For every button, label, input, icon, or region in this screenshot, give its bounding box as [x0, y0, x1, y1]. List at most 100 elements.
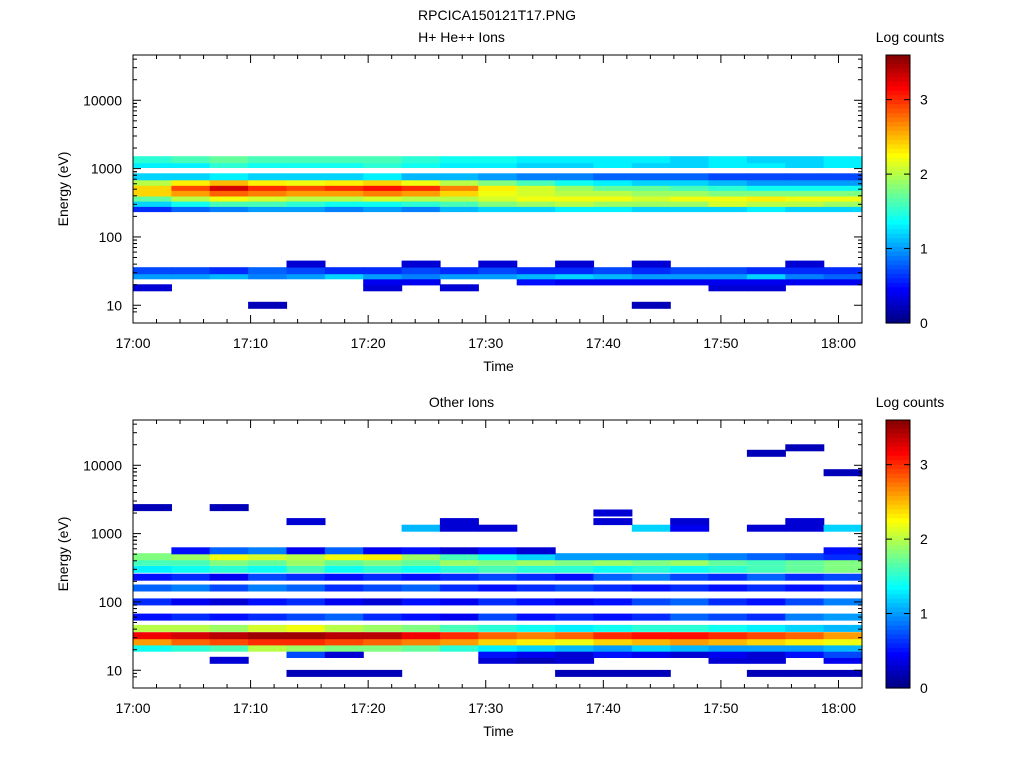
heat-cell [593, 272, 633, 280]
heat-cell [248, 638, 288, 646]
heat-cell [670, 651, 710, 658]
heat-cell [555, 278, 595, 286]
y-tick-label: 10 [106, 297, 122, 313]
heat-cell [823, 189, 863, 197]
heat-cell [133, 173, 172, 181]
heat-cell [478, 156, 518, 164]
heat-cell [133, 613, 172, 621]
heat-cell [785, 205, 825, 213]
y-tick-label: 10000 [83, 92, 122, 108]
x-tick-label: 17:00 [115, 335, 150, 351]
colorbar-segment [886, 300, 910, 306]
heat-cell [631, 644, 671, 652]
colorbar-segment [886, 562, 910, 568]
heat-cell [555, 194, 595, 202]
heat-cell [401, 638, 441, 646]
heat-cell [209, 553, 249, 561]
heat-cell [248, 547, 288, 555]
heat-cell [286, 613, 326, 621]
heat-cell [209, 199, 249, 207]
heat-cell [209, 205, 249, 213]
x-tick-label: 18:00 [821, 700, 856, 716]
heat-cell [401, 161, 441, 168]
heat-cell [555, 156, 595, 164]
heat-cell [631, 199, 671, 207]
heat-cell [823, 632, 863, 640]
heat-cell [133, 205, 172, 213]
heat-cell [401, 199, 441, 207]
heat-cell [286, 205, 326, 213]
heat-cell [670, 161, 710, 168]
colorbar-segment [886, 518, 910, 524]
colorbar-segment [886, 144, 910, 150]
heat-cell [248, 565, 288, 573]
heat-cell [593, 278, 633, 286]
heat-cell [746, 565, 786, 573]
heat-cell [631, 573, 671, 581]
colorbar-segment [886, 130, 910, 136]
heat-cell [670, 272, 710, 280]
heat-cell [555, 632, 595, 640]
heat-cell [363, 278, 403, 286]
heat-cell [516, 651, 556, 658]
heat-cell [324, 199, 364, 207]
heat-cell [631, 613, 671, 621]
colorbar-tick-label: 3 [920, 457, 928, 473]
x-axis-label: Time [483, 723, 514, 739]
heat-cell [248, 598, 288, 606]
colorbar-segment [886, 482, 910, 488]
heat-cell [401, 156, 441, 164]
heat-cell [363, 161, 403, 168]
heat-cell [708, 644, 748, 652]
colorbar-segment [886, 491, 910, 497]
heat-cell [478, 194, 518, 202]
heat-cell [439, 573, 479, 581]
colorbar-segment [886, 661, 910, 667]
heat-cell [363, 669, 403, 677]
heat-cell [670, 558, 710, 566]
x-tick-label: 17:30 [468, 700, 503, 716]
heat-cell [209, 156, 249, 164]
heat-cell [708, 553, 748, 561]
heat-cell [209, 547, 249, 555]
heat-cell [363, 613, 403, 621]
colorbar-segment [886, 679, 910, 685]
heat-cell [439, 205, 479, 213]
heat-cell [516, 573, 556, 581]
heat-cell [209, 267, 249, 275]
heat-cell [516, 267, 556, 275]
heat-cell [631, 183, 671, 191]
panel-title: Other Ions [429, 394, 494, 410]
heat-cell [670, 267, 710, 275]
heat-cell [133, 267, 172, 275]
colorbar-segment [886, 197, 910, 203]
colorbar-segment [886, 545, 910, 551]
colorbar-segment [886, 603, 910, 609]
colorbar-segment [886, 558, 910, 564]
heat-cell [133, 189, 172, 197]
heat-cell [593, 509, 633, 517]
heat-cell [478, 565, 518, 573]
y-axis: 10 100 1000 10000 Energy (eV) [55, 58, 862, 313]
heat-cell [823, 656, 863, 664]
heat-cell [478, 624, 518, 632]
heat-cell [439, 565, 479, 573]
heat-cell [670, 638, 710, 646]
colorbar-segment [886, 683, 910, 689]
heat-cell [248, 272, 288, 280]
heat-cell [171, 183, 211, 191]
colorbar-tick-label: 1 [920, 241, 928, 257]
heat-cell [593, 632, 633, 640]
heat-cell [478, 547, 518, 555]
heat-cell [746, 573, 786, 581]
heat-cell [286, 183, 326, 191]
heat-cell [363, 284, 403, 292]
heat-cell [171, 624, 211, 632]
heat-cell [708, 638, 748, 646]
heat-cell [670, 199, 710, 207]
heat-cell [785, 558, 825, 566]
heat-cell [286, 189, 326, 197]
heat-cell [746, 624, 786, 632]
heat-cell [516, 613, 556, 621]
